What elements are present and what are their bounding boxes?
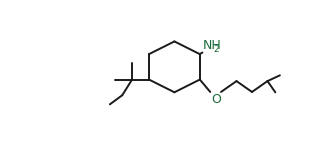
Text: O: O <box>212 93 221 106</box>
Text: 2: 2 <box>214 45 219 54</box>
Text: NH: NH <box>203 39 222 52</box>
